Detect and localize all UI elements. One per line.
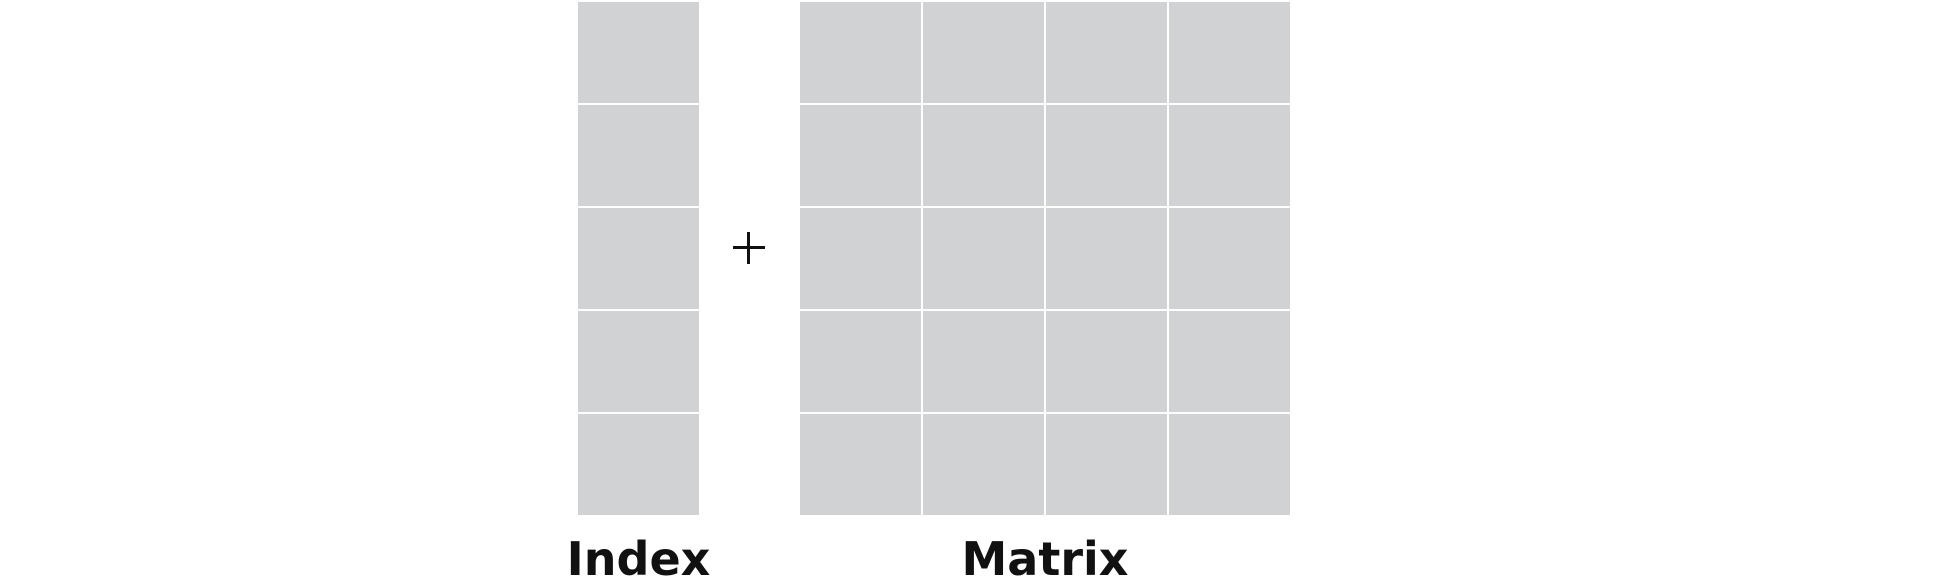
matrix-cell — [800, 414, 921, 515]
matrix-cell — [1169, 414, 1290, 515]
matrix-cell — [1046, 2, 1167, 103]
matrix-cell — [800, 2, 921, 103]
matrix-cell — [923, 2, 1044, 103]
matrix-cell — [923, 311, 1044, 412]
matrix-cell — [923, 414, 1044, 515]
matrix-cell — [800, 105, 921, 206]
index-cell — [578, 208, 699, 309]
matrix-cell — [800, 311, 921, 412]
matrix-cell — [1046, 414, 1167, 515]
index-label: Index — [566, 532, 711, 586]
matrix-cell — [1169, 2, 1290, 103]
matrix-cell — [923, 105, 1044, 206]
matrix-cell — [1169, 311, 1290, 412]
index-cell — [578, 105, 699, 206]
matrix-cell — [1169, 208, 1290, 309]
plus-sign — [733, 232, 765, 264]
index-cell — [578, 414, 699, 515]
index-grid — [578, 2, 699, 515]
matrix-cell — [1046, 311, 1167, 412]
matrix-cell — [1046, 105, 1167, 206]
matrix-label: Matrix — [961, 532, 1129, 586]
index-cell — [578, 2, 699, 103]
matrix-cell — [1169, 105, 1290, 206]
matrix-cell — [1046, 208, 1167, 309]
index-cell — [578, 311, 699, 412]
matrix-grid — [800, 2, 1290, 515]
matrix-cell — [800, 208, 921, 309]
matrix-cell — [923, 208, 1044, 309]
